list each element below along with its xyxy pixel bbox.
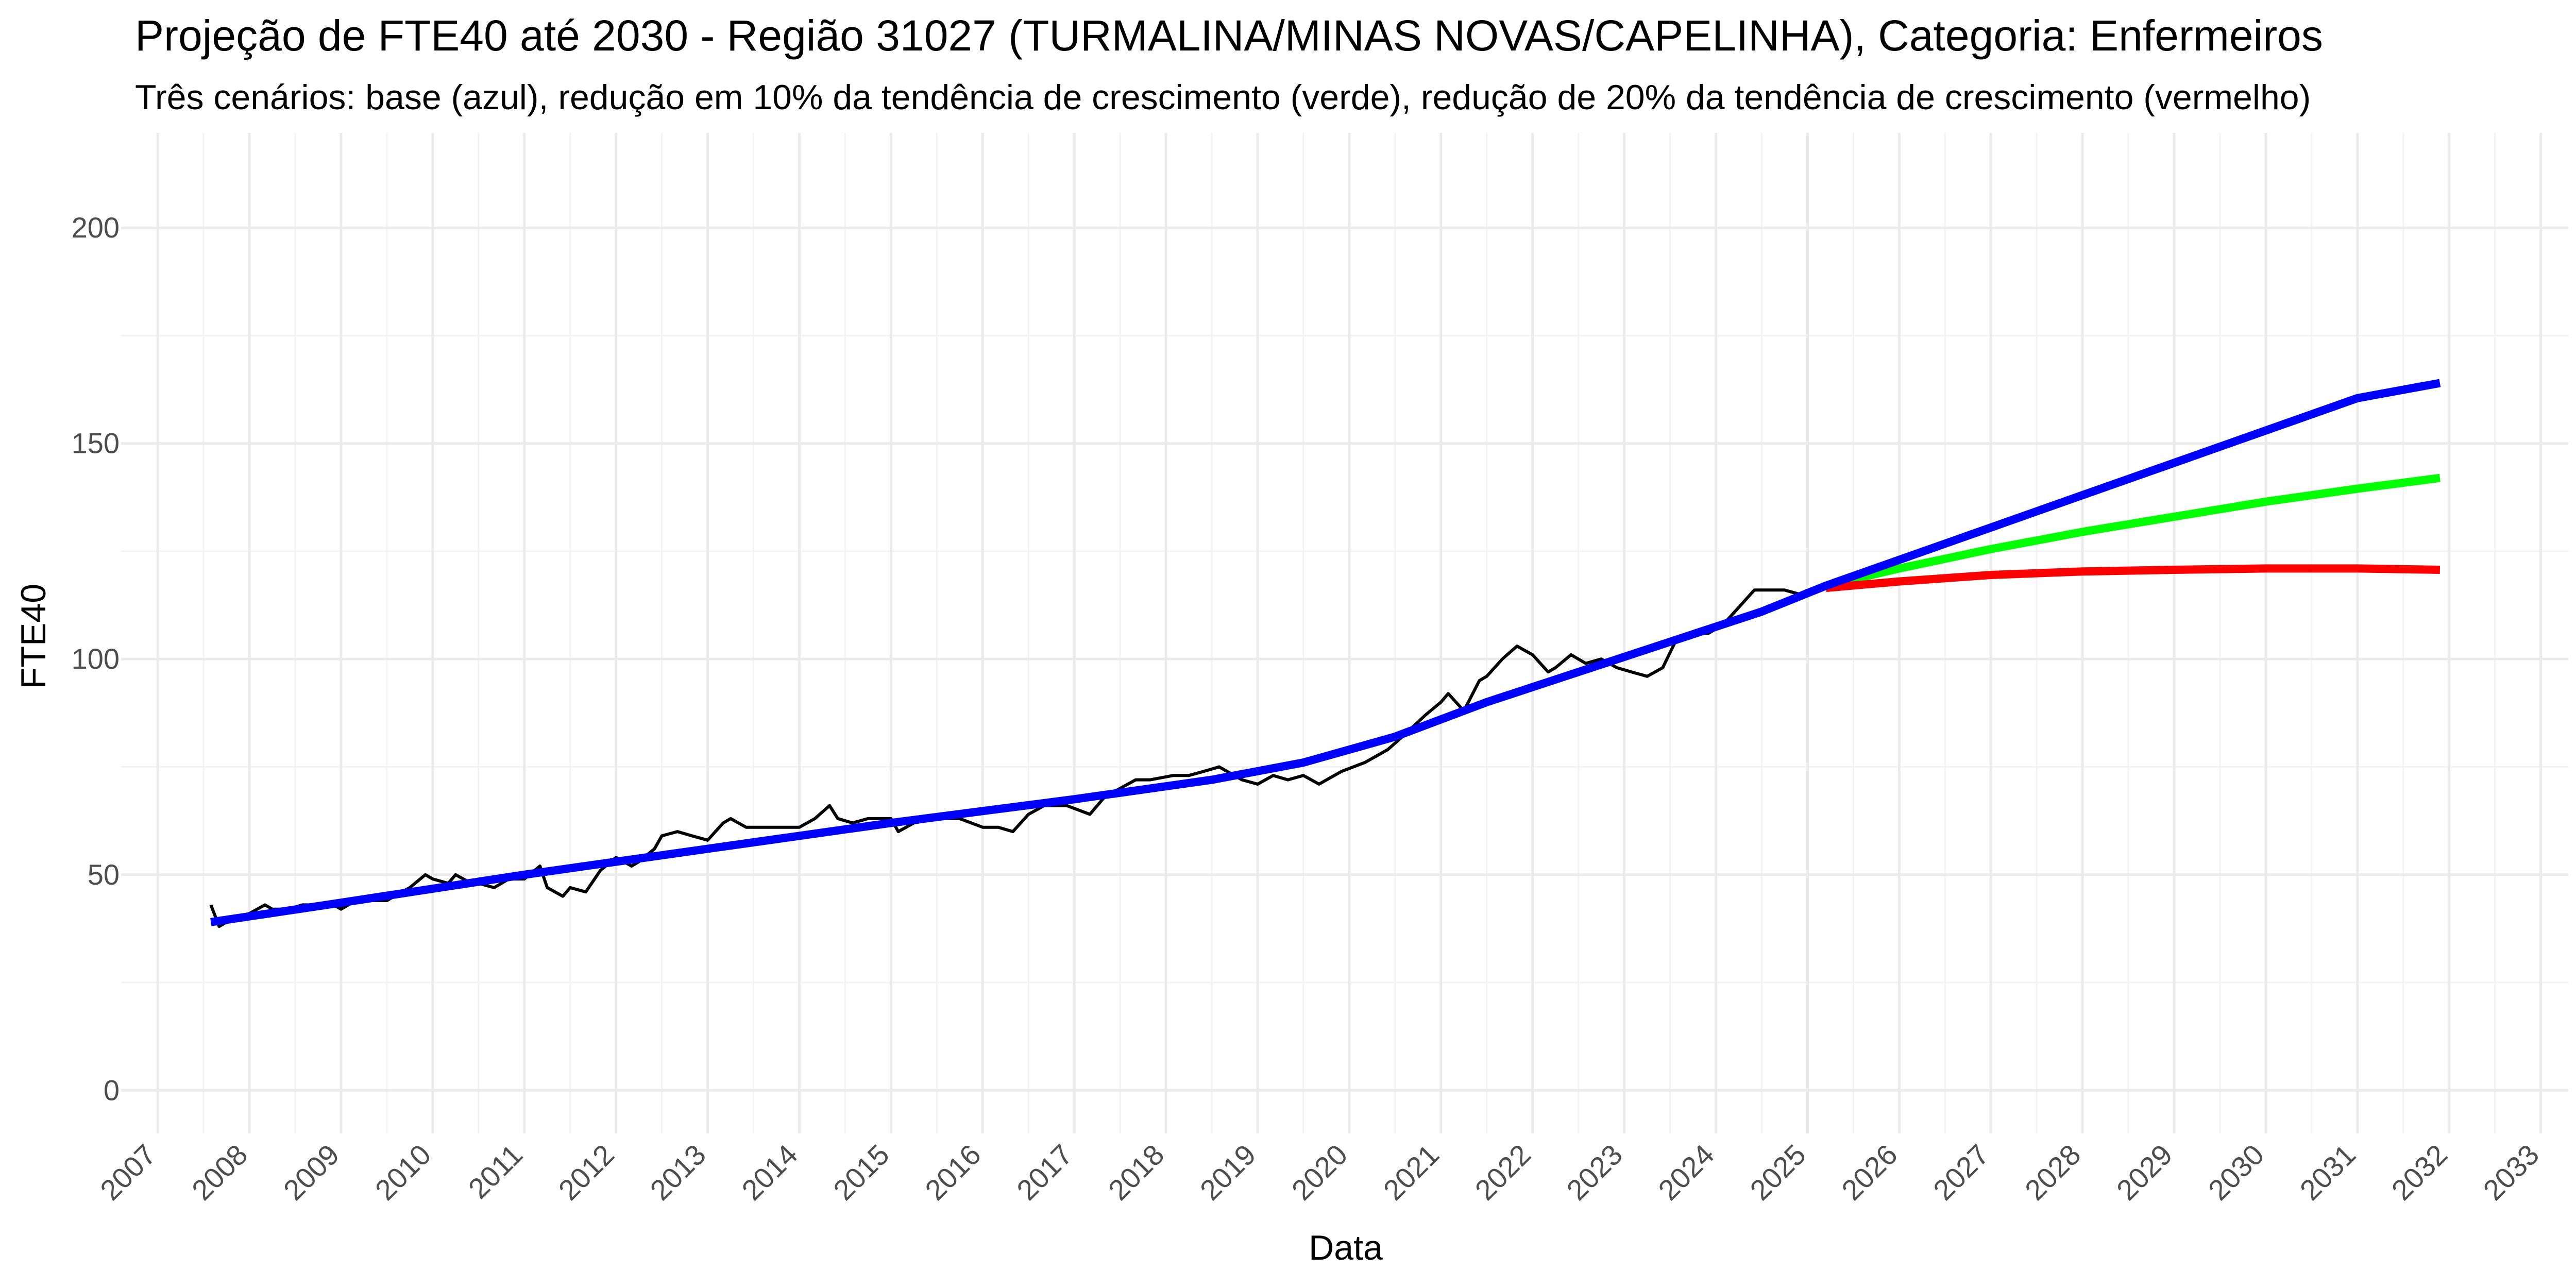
x-tick-label: 2008 [185, 1138, 254, 1207]
x-tick-label: 2030 [2202, 1138, 2270, 1207]
x-tick-label: 2020 [1285, 1138, 1354, 1207]
y-tick-label: 50 [88, 858, 120, 891]
y-tick-label: 150 [72, 427, 120, 460]
grid [121, 133, 2568, 1133]
x-tick-label: 2027 [1927, 1138, 1995, 1207]
x-axis-tick-labels: 2007 2008 2009 2010 2011 2012 2013 2014 2015 2016… [94, 1138, 2545, 1207]
x-tick-label: 2026 [1835, 1138, 1904, 1207]
x-tick-label: 2009 [277, 1138, 346, 1207]
x-tick-label: 2023 [1560, 1138, 1629, 1207]
y-tick-label: 100 [72, 642, 120, 675]
x-tick-label: 2022 [1469, 1138, 1537, 1207]
y-tick-label: 200 [72, 211, 120, 244]
series-lines [209, 379, 2441, 928]
x-tick-label: 2021 [1377, 1138, 1446, 1207]
chart-subtitle: Três cenários: base (azul), redução em 1… [135, 78, 2311, 117]
x-tick-label: 2010 [369, 1138, 437, 1207]
series-observed-line [209, 588, 1808, 928]
x-tick-label: 2018 [1102, 1138, 1171, 1207]
x-tick-label: 2016 [919, 1138, 987, 1207]
x-tick-label: 2032 [2385, 1138, 2454, 1207]
series-blue-line [210, 379, 2441, 926]
y-axis-tick-labels: 0 50 100 150 200 [72, 211, 120, 1106]
x-tick-label: 2014 [735, 1138, 804, 1207]
x-tick-label: 2015 [827, 1138, 895, 1207]
x-tick-label: 2024 [1652, 1138, 1720, 1207]
y-axis-title: FTE40 [14, 584, 53, 689]
x-tick-label: 2019 [1194, 1138, 1262, 1207]
y-tick-label: 0 [104, 1074, 120, 1106]
x-tick-label: 2033 [2477, 1138, 2545, 1207]
x-tick-label: 2031 [2294, 1138, 2362, 1207]
chart-title: Projeção de FTE40 até 2030 - Região 3102… [135, 11, 2323, 60]
x-tick-label: 2007 [94, 1138, 162, 1207]
x-axis-title: Data [1309, 1228, 1383, 1267]
x-tick-label: 2025 [1743, 1138, 1812, 1207]
series-green-line [1825, 473, 2441, 590]
x-tick-label: 2013 [643, 1138, 712, 1207]
x-tick-label: 2028 [2019, 1138, 2087, 1207]
series-red-line [1825, 564, 2441, 592]
x-tick-label: 2029 [2110, 1138, 2179, 1207]
x-tick-label: 2017 [1010, 1138, 1079, 1207]
x-tick-label: 2011 [462, 1138, 529, 1205]
x-tick-label: 2012 [552, 1138, 621, 1207]
